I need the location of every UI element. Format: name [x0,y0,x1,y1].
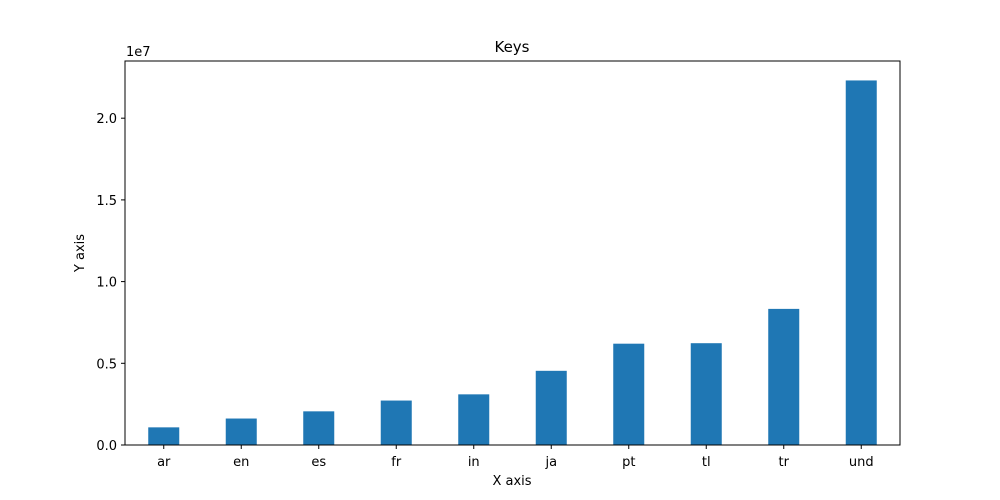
bar-tr [768,308,800,445]
x-tick-label: in [468,455,480,470]
x-tick-label: fr [391,455,402,470]
bar-en [225,418,257,445]
x-tick-label: en [233,455,249,470]
bar-und [845,80,877,446]
bar-pt [613,343,645,445]
x-tick-label: pt [622,455,635,470]
chart-title: Keys [494,38,529,56]
y-tick-label: 1.0 [96,276,117,291]
bar-fr [380,400,412,445]
y-axis-label: Y axis [73,234,88,273]
x-tick-label: ar [157,455,171,470]
x-axis-label: X axis [492,474,531,489]
bar-in [458,394,490,445]
y-tick-label: 0.5 [96,357,117,372]
bars-layer [148,80,877,446]
plot-frame [124,60,901,446]
y-tick-label: 1.5 [96,194,117,209]
x-tick-label: und [849,455,874,470]
x-tick-label: tr [779,455,790,470]
x-tick-label: ja [544,455,557,470]
bar-tl [690,343,722,445]
y-scale-label: 1e7 [126,45,151,60]
x-tick-label: tl [702,455,711,470]
y-tick-label: 2.0 [96,112,117,127]
y-tick-label: 0.0 [96,439,117,454]
bar-ar [148,427,180,445]
ticks-layer: ar en es fr in ja pt tl tr und 0.0 0.5 1.0 1.5 2.0 [96,112,873,470]
bar-ja [535,370,567,445]
bar-es [303,411,335,445]
x-tick-label: es [311,455,326,470]
